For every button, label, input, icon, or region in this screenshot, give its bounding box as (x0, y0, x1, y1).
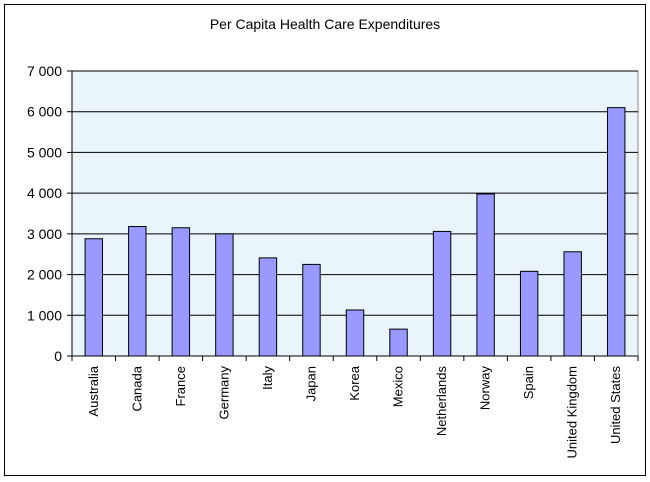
bar-united-kingdom (563, 251, 582, 357)
x-tick-label: Mexico (391, 366, 406, 407)
chart-title: Per Capita Health Care Expenditures (209, 16, 441, 32)
y-tick-label: 2 000 (27, 267, 62, 283)
x-tick-label: Canada (129, 365, 144, 411)
y-tick-label: 4 000 (27, 185, 62, 201)
x-tick-label: Spain (521, 366, 536, 399)
plot-background (71, 70, 639, 357)
bar-norway (476, 193, 495, 357)
x-tick-label: Japan (303, 366, 318, 401)
x-tick-label: Korea (347, 365, 362, 400)
bar-spain (519, 270, 539, 357)
x-tick-label: United States (608, 366, 623, 445)
x-tick-label: France (173, 366, 188, 406)
y-tick-label: 0 (54, 348, 62, 364)
bar-japan (302, 263, 321, 357)
y-tick-label: 7 000 (27, 63, 62, 79)
y-tick-label: 3 000 (27, 226, 62, 242)
y-tick-label: 5 000 (27, 144, 62, 160)
x-tick-label: Italy (260, 366, 275, 390)
bar-united-states (607, 107, 626, 357)
plot-area (71, 70, 639, 357)
bar-netherlands (432, 230, 452, 357)
x-axis: Australia Canada France Germany Italy Japan Ko… (71, 355, 639, 459)
bar-italy (258, 257, 278, 357)
bar-korea (345, 309, 365, 357)
bar-mexico (389, 328, 408, 357)
x-tick-label: Netherlands (434, 366, 449, 437)
y-tick-label: 1 000 (27, 307, 62, 323)
bar-canada (128, 226, 147, 357)
y-axis: 0 1 000 2 000 3 000 4 000 5 000 6 000 7 000 (27, 63, 73, 364)
grid-lines (72, 70, 638, 316)
bar-france (171, 227, 191, 357)
bar-australia (84, 238, 103, 357)
x-tick-label: United Kingdom (565, 366, 580, 459)
y-tick-label: 6 000 (27, 104, 62, 120)
x-tick-label: Australia (86, 365, 101, 416)
bar-germany (215, 233, 234, 357)
x-tick-label: Germany (216, 366, 231, 420)
x-tick-label: Norway (478, 366, 493, 411)
bars (84, 107, 626, 357)
